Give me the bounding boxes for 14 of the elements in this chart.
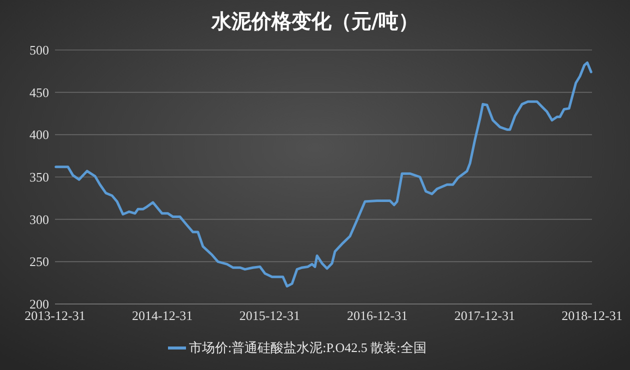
y-tick-label: 400 — [30, 127, 49, 142]
chart-title: 水泥价格变化（元/吨） — [210, 9, 419, 33]
legend-label: 市场价:普通硅酸盐水泥:P.O42.5 散装:全国 — [189, 340, 426, 355]
y-tick-label: 500 — [30, 42, 49, 58]
x-tick-label: 2015-12-31 — [239, 308, 300, 323]
x-tick-label: 2014-12-31 — [132, 308, 193, 323]
y-tick-label: 300 — [30, 212, 49, 227]
x-tick-label: 2018-12-31 — [562, 308, 622, 323]
y-tick-label: 250 — [30, 254, 49, 270]
y-tick-label: 450 — [30, 84, 49, 100]
x-tick-label: 2016-12-31 — [346, 308, 408, 323]
line-series — [54, 61, 592, 288]
y-tick-label: 350 — [30, 170, 49, 185]
x-tick-label: 2017-12-31 — [454, 308, 515, 323]
